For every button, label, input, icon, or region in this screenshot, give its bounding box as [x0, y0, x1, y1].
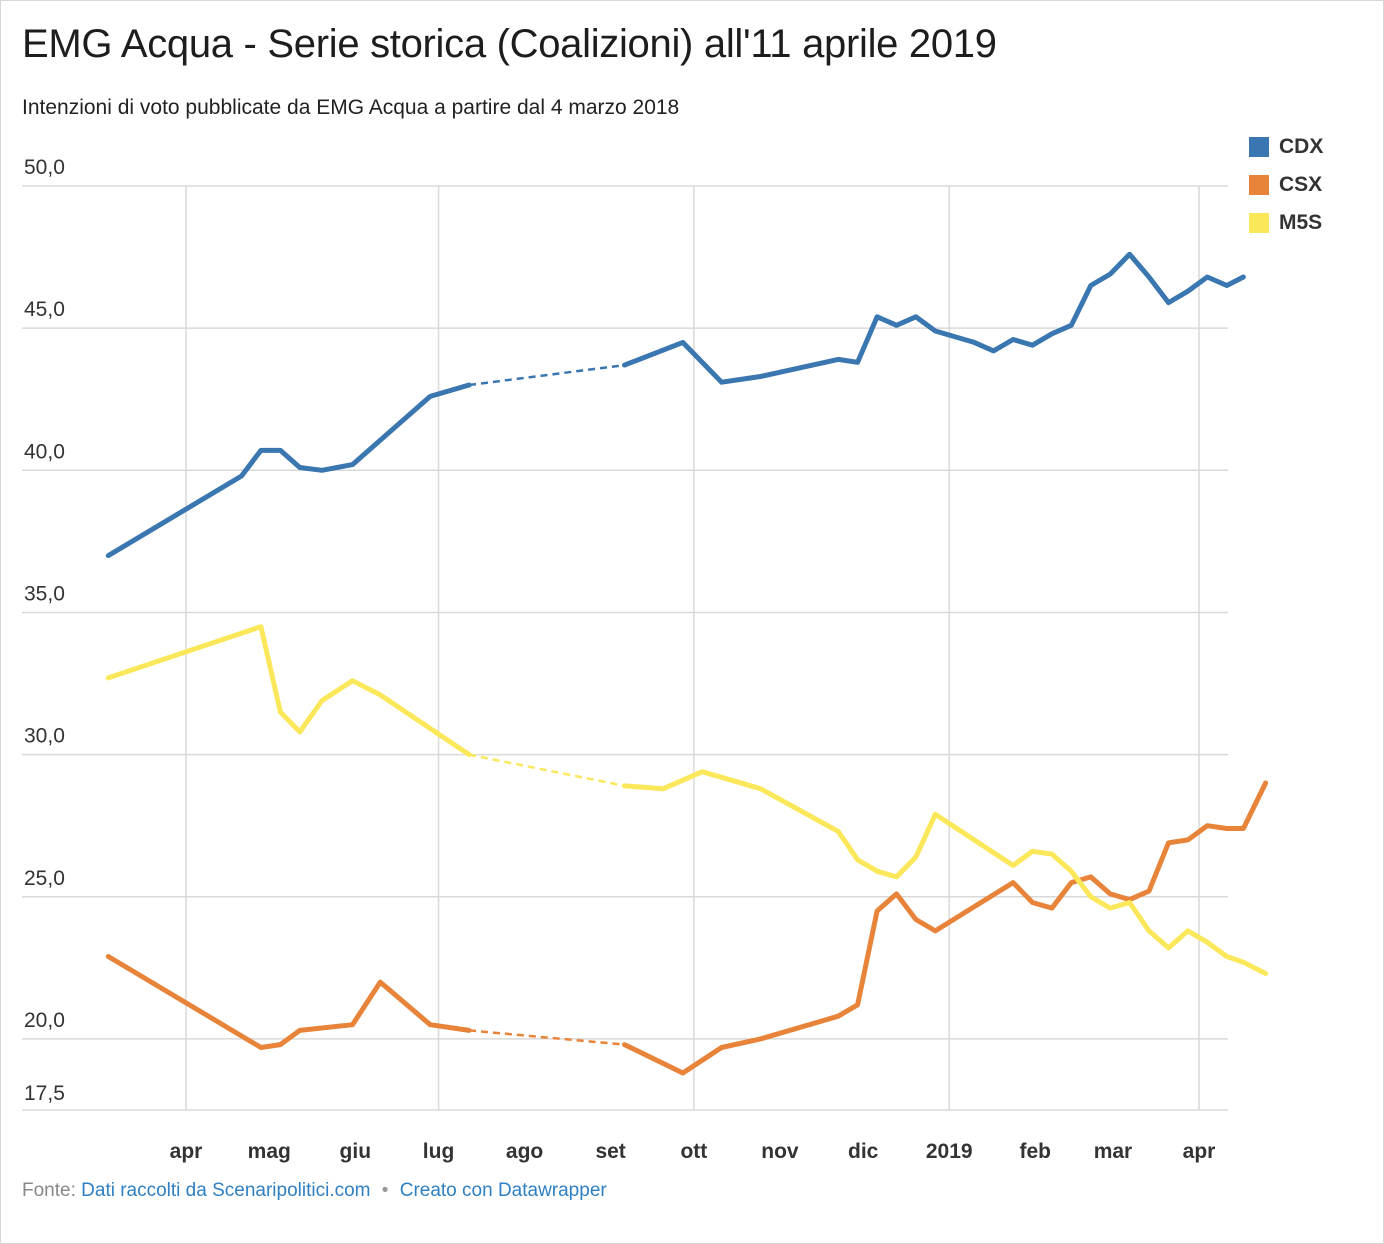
x-tick-label: apr: [1183, 1140, 1216, 1163]
series-line: [105, 382, 472, 559]
legend-item-csx: CSX: [1249, 166, 1323, 204]
series-gap-line: [468, 753, 625, 788]
legend-swatch: [1249, 175, 1269, 195]
x-axis-ticks: apr mag giu lug ago set ott nov dic 2019 feb mar apr: [170, 1140, 1216, 1163]
legend-label: CSX: [1279, 173, 1323, 196]
source-label: Fonte:: [22, 1180, 76, 1201]
x-tick-label: dic: [848, 1140, 879, 1163]
series-m5s: [105, 624, 1269, 976]
series-gap-line: [468, 1029, 625, 1046]
legend: CDX CSX M5S: [1249, 128, 1323, 242]
series-line: [622, 251, 1246, 385]
legend-item-m5s: M5S: [1249, 204, 1323, 242]
y-tick-label: 40,0: [24, 440, 65, 463]
x-tick-label: apr: [170, 1140, 203, 1163]
legend-label: M5S: [1279, 211, 1323, 234]
y-tick-label: 50,0: [24, 156, 65, 179]
y-tick-label: 35,0: [24, 582, 65, 605]
y-tick-label: 30,0: [24, 725, 65, 748]
series-lines: [105, 251, 1269, 1076]
series-cdx: [105, 251, 1246, 559]
chart-title: EMG Acqua - Serie storica (Coalizioni) a…: [22, 22, 997, 66]
series-line: [105, 624, 472, 758]
series-line: [105, 954, 472, 1050]
x-tick-label: giu: [340, 1140, 372, 1163]
x-tick-label: lug: [423, 1140, 455, 1163]
series-csx: [105, 780, 1269, 1076]
x-tick-label: ott: [680, 1140, 707, 1163]
footer-separator: •: [381, 1180, 389, 1201]
legend-swatch: [1249, 137, 1269, 157]
y-tick-label: 45,0: [24, 298, 65, 321]
source-link[interactable]: Dati raccolti da Scenaripolitici.com: [81, 1180, 371, 1201]
y-axis-ticks: 50,0 45,0 40,0 35,0 30,0 25,0 20,0 17,5: [24, 156, 65, 1105]
x-tick-label: nov: [761, 1140, 799, 1163]
datawrapper-link[interactable]: Creato con Datawrapper: [399, 1180, 607, 1201]
x-tick-label: mag: [248, 1140, 291, 1163]
x-tick-label: set: [595, 1140, 625, 1163]
footer: Fonte: Dati raccolti da Scenaripolitici.…: [22, 1180, 607, 1202]
x-tick-label: 2019: [926, 1140, 973, 1163]
x-tick-label: ago: [506, 1140, 543, 1163]
series-line: [622, 769, 1269, 976]
legend-label: CDX: [1279, 135, 1324, 158]
y-tick-label: 25,0: [24, 867, 65, 890]
x-tick-label: feb: [1020, 1140, 1052, 1163]
y-tick-label: 17,5: [24, 1082, 65, 1105]
chart-subtitle: Intenzioni di voto pubblicate da EMG Acq…: [22, 96, 680, 119]
series-gap-line: [468, 363, 625, 387]
legend-item-cdx: CDX: [1249, 128, 1323, 166]
series-line: [622, 780, 1269, 1076]
x-tick-label: mar: [1094, 1140, 1133, 1163]
y-tick-label: 20,0: [24, 1009, 65, 1032]
legend-swatch: [1249, 213, 1269, 233]
gridlines: [22, 185, 1228, 1111]
